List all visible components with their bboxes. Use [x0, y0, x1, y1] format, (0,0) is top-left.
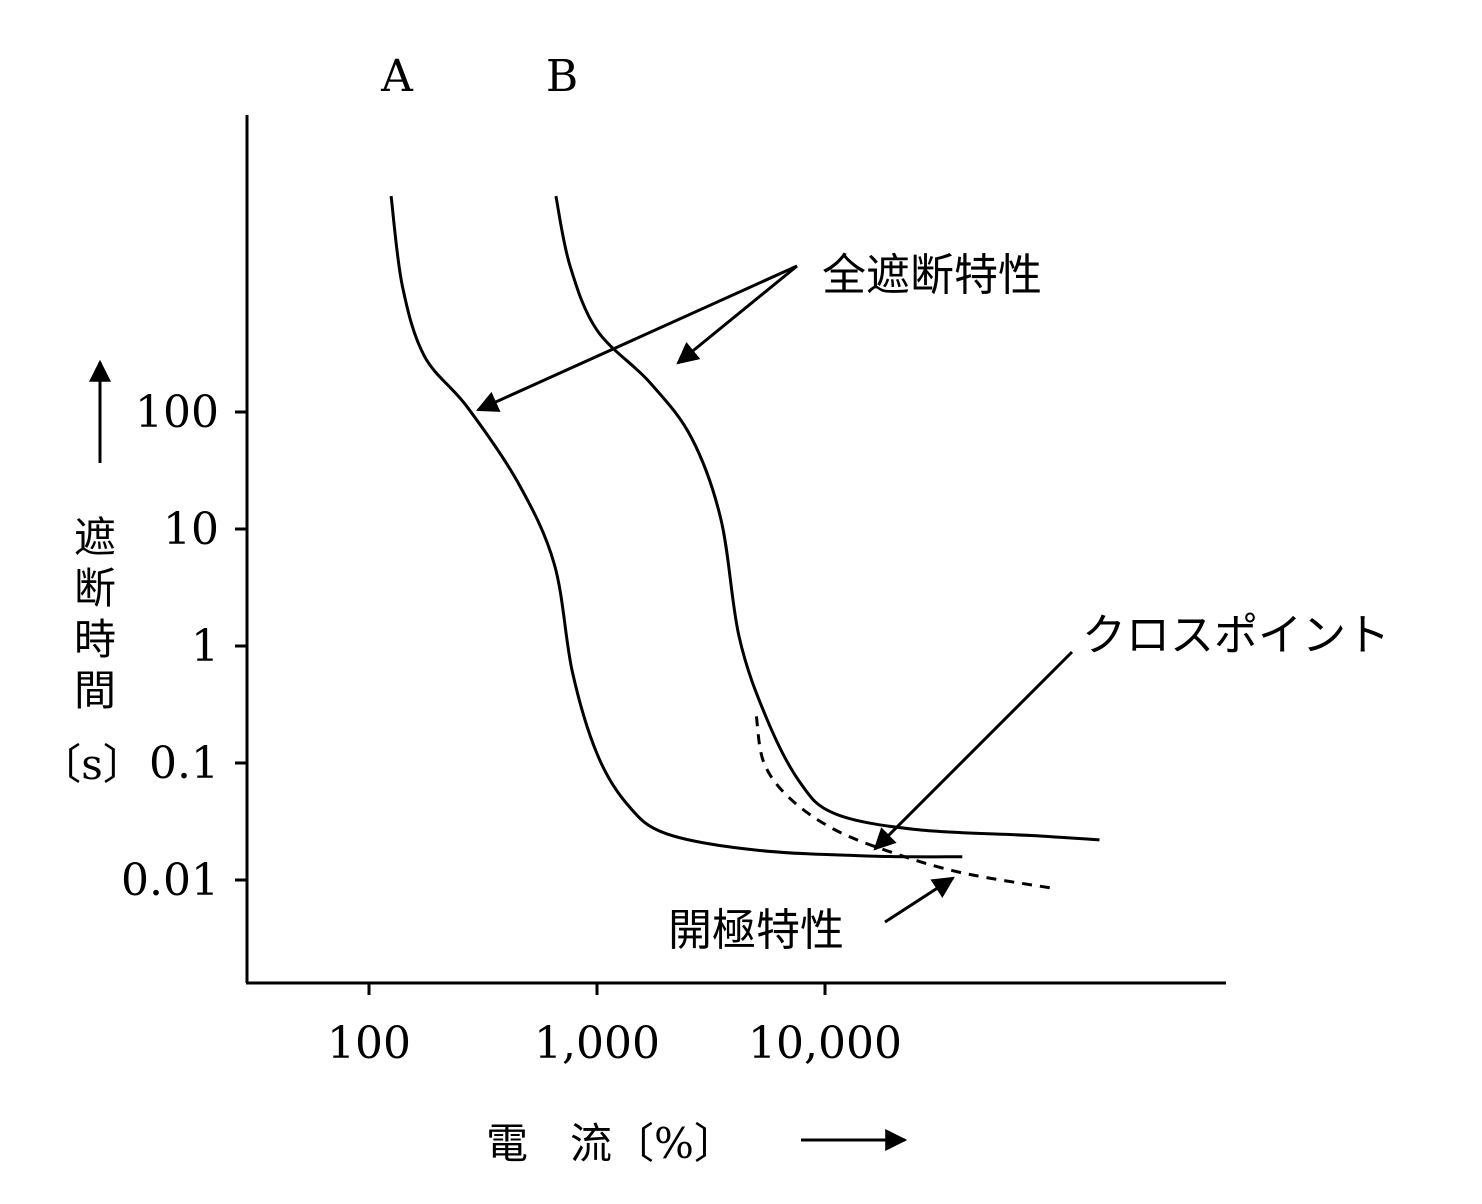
annotation-arrow-opening: [884, 876, 955, 924]
annotation-arrow-to-b: [676, 264, 798, 365]
annotation-arrow-to-a: [475, 264, 798, 412]
y-tick-label: 0.1: [149, 738, 219, 789]
y-ticks: 100 10 1 0.1 0.01: [121, 387, 247, 906]
annotation-cross-point: クロスポイント: [1082, 610, 1390, 661]
x-tick-label: 100: [327, 1018, 411, 1069]
series-layer: [389, 195, 1100, 890]
y-tick-label: 1: [191, 621, 219, 672]
x-tick-label: 10,000: [748, 1018, 902, 1069]
x-axis-label: 電 流〔%〕: [486, 1119, 736, 1168]
annotation-arrow-cross-point: [873, 650, 1074, 851]
y-axis-label: 遮断時間: [74, 513, 116, 715]
series-line-3: [754, 716, 1054, 890]
y-tick-label: 100: [135, 387, 219, 438]
x-ticks: 100 1,000 10,000: [327, 983, 902, 1069]
series-line-1: [389, 195, 963, 859]
y-tick-label: 10: [163, 504, 219, 555]
annotation-opening: 開極特性: [668, 905, 844, 956]
annotation-total-breaking: 全遮断特性: [822, 250, 1042, 301]
series-line-2: [554, 195, 1100, 842]
series-label-a: A: [380, 51, 414, 102]
x-tick-label: 1,000: [534, 1018, 660, 1069]
y-axis-unit: 〔s〕: [39, 740, 145, 789]
series-label-b: B: [546, 51, 578, 102]
y-tick-label: 0.01: [121, 855, 219, 906]
